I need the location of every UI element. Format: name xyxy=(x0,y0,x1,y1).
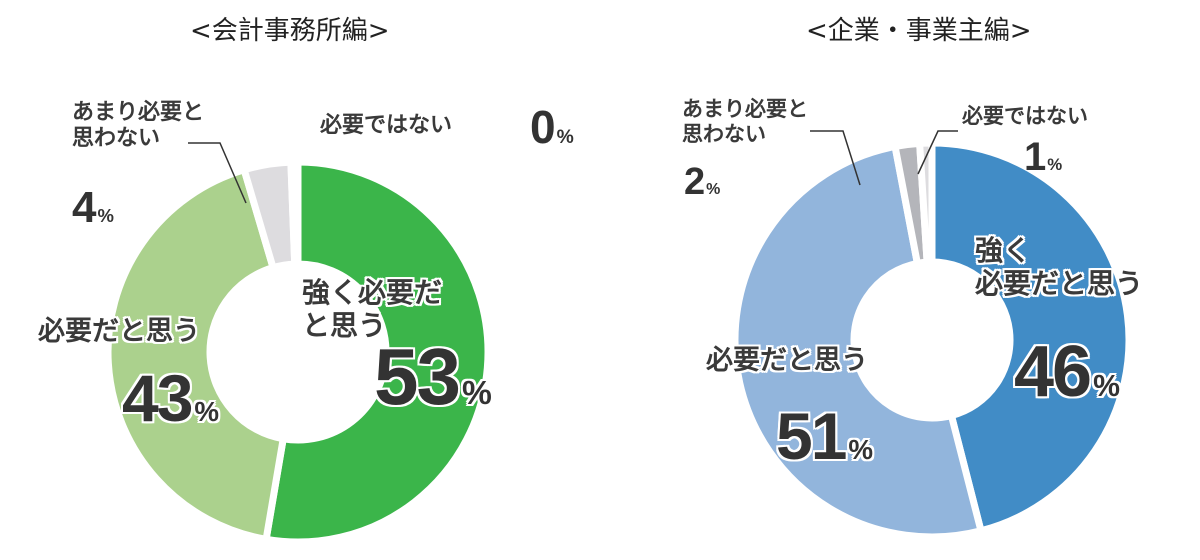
right-label-not-much-line1: あまり必要と xyxy=(682,97,808,121)
right-value-not-much: 2% xyxy=(684,160,720,205)
percent-sign: % xyxy=(706,181,721,198)
right-value-strong: 46% xyxy=(1014,330,1120,415)
left-value-need: 43% xyxy=(122,360,219,438)
percent-sign: % xyxy=(556,127,574,148)
right-label-strong: 強く 必要だと思う xyxy=(975,234,1143,300)
right-label-strong-line1: 強く xyxy=(975,234,1032,267)
donut-segment xyxy=(928,139,1133,536)
right-label-not-much-line2: 思わない xyxy=(682,121,766,146)
percent-sign: % xyxy=(461,375,492,412)
left-label-not-much-line2: 思わない xyxy=(72,125,161,151)
left-value-strong: 53% xyxy=(374,330,492,424)
left-label-not-much-line1: あまり必要と xyxy=(72,100,205,125)
left-label-need-text: 必要だと思う xyxy=(38,316,200,347)
right-value-strong-number: 46 xyxy=(1014,332,1092,412)
left-value-not-needed: 0% xyxy=(530,100,574,154)
donut-segment xyxy=(731,142,986,541)
left-label-not-needed: 必要ではない xyxy=(320,113,452,139)
right-value-not-needed-number: 1 xyxy=(1024,135,1046,179)
right-label-not-much: あまり必要と 思わない xyxy=(682,97,808,147)
right-chart-title: <企業・事業主編> xyxy=(806,16,1032,46)
left-label-need: 必要だと思う xyxy=(38,316,200,348)
right-label-need-text: 必要だと思う xyxy=(706,345,868,376)
percent-sign: % xyxy=(848,434,874,465)
donut-segment xyxy=(262,158,492,546)
right-donut-chart xyxy=(731,139,1133,541)
right-leader-line-not-much xyxy=(810,130,861,186)
left-label-strong: 強く必要だ と思う xyxy=(302,276,442,342)
right-label-not-needed: 必要ではない xyxy=(962,104,1088,129)
percent-sign: % xyxy=(1093,370,1120,403)
donut-segment xyxy=(287,158,302,268)
percent-sign: % xyxy=(194,396,220,427)
left-label-strong-line2: と思う xyxy=(302,309,387,343)
right-value-need: 51% xyxy=(776,398,873,476)
percent-sign: % xyxy=(97,205,114,226)
right-label-need: 必要だと思う xyxy=(706,345,868,377)
left-value-need-number: 43 xyxy=(122,361,193,435)
left-value-not-needed-number: 0 xyxy=(530,101,556,153)
left-value-not-much: 4% xyxy=(72,182,114,234)
right-leader-line-not-needed xyxy=(917,130,958,175)
donut-segment xyxy=(104,165,288,544)
donut-segment xyxy=(915,139,936,266)
left-label-not-much: あまり必要と 思わない xyxy=(72,100,204,152)
left-label-strong-line1: 強く必要だ xyxy=(302,276,443,309)
right-label-not-needed-text: 必要ではない xyxy=(962,104,1088,128)
right-value-not-much-number: 2 xyxy=(684,161,705,203)
left-donut-chart xyxy=(104,158,492,546)
left-chart-title: <会計事務所編> xyxy=(190,16,390,46)
left-label-not-needed-text: 必要ではない xyxy=(320,113,453,138)
left-value-not-much-number: 4 xyxy=(72,183,97,232)
right-value-not-needed: 1% xyxy=(1024,134,1062,181)
right-label-strong-line2: 必要だと思う xyxy=(975,267,1144,301)
percent-sign: % xyxy=(1047,155,1063,174)
right-value-need-number: 51 xyxy=(776,399,847,473)
left-value-strong-number: 53 xyxy=(374,332,461,421)
left-leader-line-not-much xyxy=(188,142,247,204)
